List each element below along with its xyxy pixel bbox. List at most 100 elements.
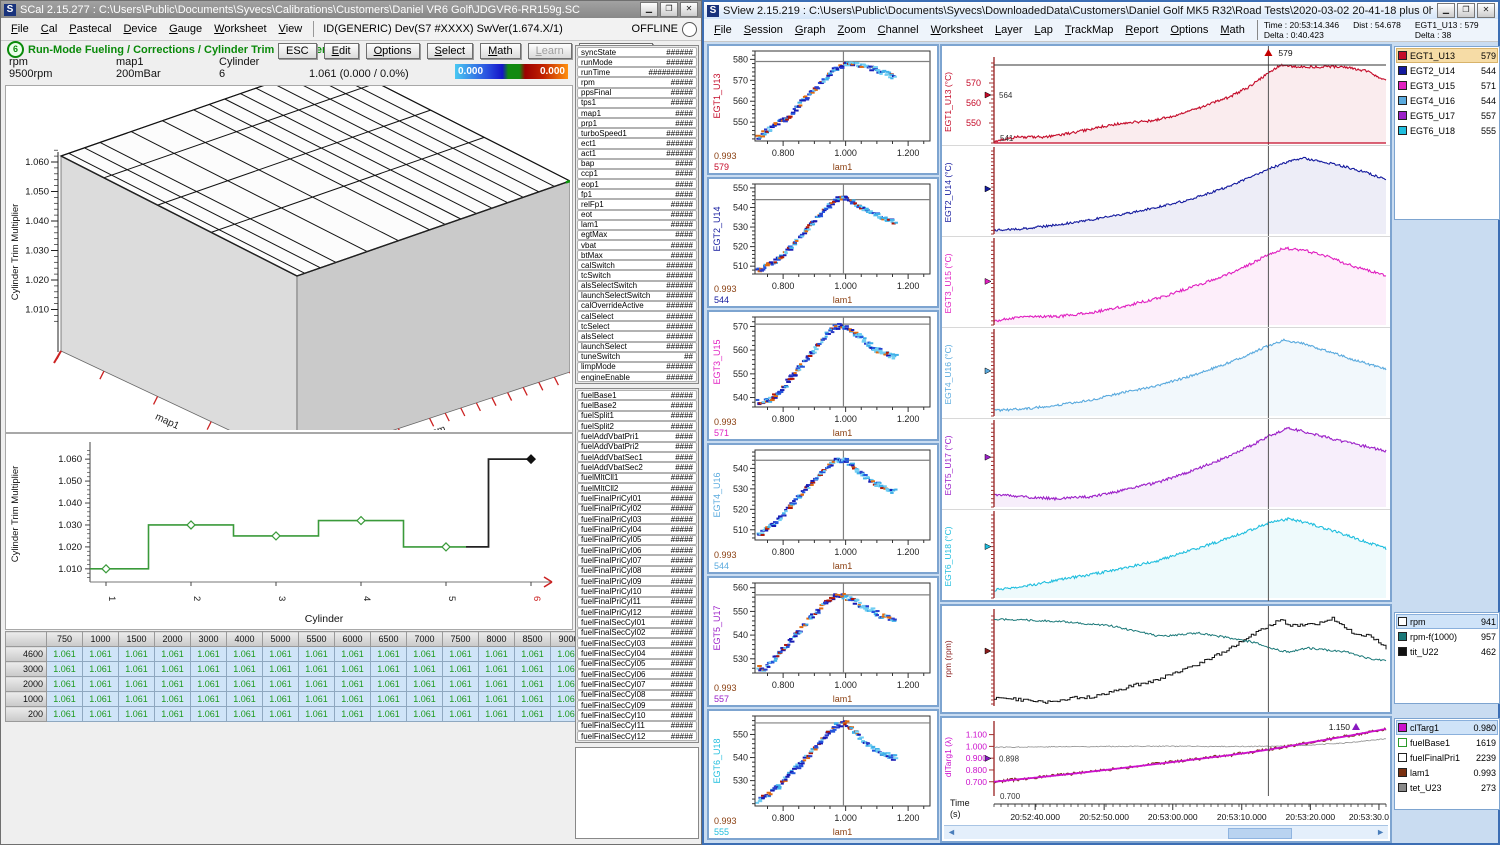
trim-cell[interactable]: 1.061 bbox=[82, 676, 119, 692]
trim-cell[interactable]: 1.061 bbox=[118, 661, 155, 677]
minimize-icon[interactable]: ▁ bbox=[1437, 3, 1455, 18]
trim-cell[interactable]: 1.061 bbox=[154, 646, 191, 662]
sensor-row[interactable]: fuelAddVbatPri1 #### bbox=[577, 431, 697, 442]
sensor-row[interactable]: fuelFinalPriCyl08 ##### bbox=[577, 565, 697, 576]
sensor-row[interactable]: runMode ###### bbox=[577, 57, 697, 68]
trim-cell[interactable]: 1.061 bbox=[514, 646, 551, 662]
sensor-row[interactable]: ect1 ###### bbox=[577, 138, 697, 149]
sensor-row[interactable]: fuelFinalSecCyl01 ##### bbox=[577, 617, 697, 628]
sensor-row[interactable]: calSelect ###### bbox=[577, 311, 697, 322]
trim-cell[interactable]: 1.061 bbox=[46, 661, 83, 677]
trim-cell[interactable]: 1.061 bbox=[370, 646, 407, 662]
sensor-row[interactable]: btMax ##### bbox=[577, 250, 697, 261]
lambda-strip-chart[interactable]: ◄ ► 0.700 0.800 0.900 1.000 1.100 dlTarg1 (λ)… bbox=[940, 716, 1392, 843]
trim-cell[interactable]: 1.061 bbox=[478, 646, 515, 662]
sensor-row[interactable]: launchSelect ###### bbox=[577, 341, 697, 352]
trim-cell[interactable]: 1.061 bbox=[298, 661, 335, 677]
sensor-row[interactable]: fuelAddVbatSec2 #### bbox=[577, 462, 697, 473]
trim-cell[interactable]: 1.061 bbox=[262, 646, 299, 662]
options-button[interactable]: Options bbox=[365, 43, 420, 59]
legend-row-EGT6_U18[interactable]: EGT6_U18 555 bbox=[1396, 123, 1498, 138]
trim-cell[interactable]: 1.061 bbox=[370, 661, 407, 677]
sensor-row[interactable]: fuelFinalPriCyl10 ##### bbox=[577, 586, 697, 597]
minimize-icon[interactable]: ▁ bbox=[640, 2, 658, 17]
sensor-row[interactable]: eot ##### bbox=[577, 209, 697, 220]
menu-scal-cal[interactable]: Cal bbox=[40, 23, 58, 35]
trim-cell[interactable]: 1.061 bbox=[406, 706, 443, 722]
trim-cell[interactable]: 1.061 bbox=[334, 691, 371, 707]
menu-sview-worksheet[interactable]: Worksheet bbox=[930, 24, 984, 36]
sensor-row[interactable]: fuelAddVbatSec1 #### bbox=[577, 451, 697, 463]
trim-cell[interactable]: 1.061 bbox=[262, 691, 299, 707]
trim-cell[interactable]: 1.061 bbox=[370, 676, 407, 692]
sensor-row[interactable]: fuelFinalSecCyl07 ##### bbox=[577, 679, 697, 690]
menu-sview-math[interactable]: Math bbox=[1220, 24, 1245, 36]
sensor-row[interactable]: ppsFinal ##### bbox=[577, 87, 697, 98]
scroll-left-icon[interactable]: ◄ bbox=[947, 827, 956, 837]
trim-cell[interactable]: 1.061 bbox=[514, 676, 551, 692]
legend-row-tit_U22[interactable]: tit_U22 462 bbox=[1396, 644, 1498, 659]
sensor-row[interactable]: tuneSwitch ## bbox=[577, 351, 697, 362]
legend-row-fuelFinalPri1[interactable]: fuelFinalPri1 2239 bbox=[1396, 750, 1498, 765]
close-icon[interactable]: ✕ bbox=[680, 2, 698, 17]
sensor-row[interactable]: fuelFinalPriCyl04 ##### bbox=[577, 524, 697, 535]
trim-cell[interactable]: 1.061 bbox=[262, 706, 299, 722]
trim-cell[interactable]: 1.061 bbox=[406, 676, 443, 692]
menu-scal-device[interactable]: Device bbox=[123, 23, 158, 35]
legend-row-EGT5_U17[interactable]: EGT5_U17 557 bbox=[1396, 108, 1498, 123]
sensor-row[interactable]: alsSelectSwitch ###### bbox=[577, 280, 697, 291]
sensor-row[interactable]: fuelFinalSecCyl06 ##### bbox=[577, 668, 697, 680]
trim-cell[interactable]: 1.061 bbox=[406, 691, 443, 707]
edit-button[interactable]: Edit bbox=[323, 43, 359, 59]
sensor-row[interactable]: fuelFinalPriCyl05 ##### bbox=[577, 534, 697, 545]
trim-cell[interactable]: 1.061 bbox=[334, 646, 371, 662]
trim-cell[interactable]: 1.061 bbox=[154, 676, 191, 692]
sensor-row[interactable]: fuelFinalPriCyl09 ##### bbox=[577, 575, 697, 587]
legend-row-lam1[interactable]: lam1 0.993 bbox=[1396, 765, 1498, 780]
trim-cell[interactable]: 1.061 bbox=[514, 706, 551, 722]
trim-cell[interactable]: 1.061 bbox=[514, 661, 551, 677]
menu-scal-file[interactable]: File bbox=[11, 23, 29, 35]
trim-cell[interactable]: 1.061 bbox=[298, 691, 335, 707]
trim-cell[interactable]: 1.061 bbox=[82, 646, 119, 662]
trim-cell[interactable]: 1.061 bbox=[406, 661, 443, 677]
trim-cell[interactable]: 1.061 bbox=[370, 706, 407, 722]
trim-cell[interactable]: 1.061 bbox=[478, 676, 515, 692]
sensor-row[interactable]: fuelBase1 ##### bbox=[577, 390, 697, 401]
scatter-plot-EGT6_U18[interactable]: 0.800 1.000 1.200 530 540 550 EGT6_U18 lam1 0.99… bbox=[707, 709, 939, 840]
scatter-plot-EGT1_U13[interactable]: 0.800 1.000 1.200 550 560 570 580 EGT1_U13 lam1 0… bbox=[707, 44, 939, 175]
trim-cell[interactable]: 1.061 bbox=[442, 646, 479, 662]
sensor-row[interactable]: fuelFinalPriCyl06 ##### bbox=[577, 544, 697, 556]
menu-sview-zoom[interactable]: Zoom bbox=[837, 24, 866, 36]
close-icon[interactable]: ✕ bbox=[1477, 3, 1495, 18]
sensor-row[interactable]: engineEnable ###### bbox=[577, 372, 697, 383]
sensor-row[interactable]: vbat ##### bbox=[577, 239, 697, 251]
sensor-row[interactable]: fuelFinalPriCyl07 ##### bbox=[577, 555, 697, 566]
trim-cell[interactable]: 1.061 bbox=[82, 706, 119, 722]
trim-cell[interactable]: 1.061 bbox=[298, 676, 335, 692]
trim-cell[interactable]: 1.061 bbox=[118, 706, 155, 722]
trim-cell[interactable]: 1.061 bbox=[226, 661, 263, 677]
sensor-row[interactable]: eop1 #### bbox=[577, 179, 697, 190]
sensor-row[interactable]: lam1 ##### bbox=[577, 219, 697, 230]
sensor-row[interactable]: prp1 #### bbox=[577, 118, 697, 129]
trim-cell[interactable]: 1.061 bbox=[118, 646, 155, 662]
sensor-row[interactable]: fuelMltCll2 ##### bbox=[577, 482, 697, 494]
menu-scal-gauge[interactable]: Gauge bbox=[169, 23, 203, 35]
sensor-row[interactable]: fuelFinalSecCyl11 ##### bbox=[577, 720, 697, 731]
trim-cell[interactable]: 1.061 bbox=[46, 676, 83, 692]
math-button[interactable]: Math bbox=[480, 43, 521, 59]
sensor-row[interactable]: tps1 ##### bbox=[577, 97, 697, 108]
trim-cell[interactable]: 1.061 bbox=[190, 646, 227, 662]
trim-3d-surface-chart[interactable]: 1.010 1.020 1.030 1.040 1.050 1.060 Cylinder T… bbox=[5, 60, 578, 475]
trim-cell[interactable]: 1.061 bbox=[82, 691, 119, 707]
sensor-row[interactable]: fuelFinalPriCyl02 ##### bbox=[577, 503, 697, 514]
menu-sview-layer[interactable]: Layer bbox=[995, 24, 1023, 36]
trim-step-chart[interactable]: 1.010 1.020 1.030 1.040 1.050 1.060 Cylinder T… bbox=[5, 433, 573, 630]
sensor-row[interactable]: fuelFinalSecCyl08 ##### bbox=[577, 689, 697, 700]
egt-strip-charts[interactable]: 550 560 570 EGT1_U13 (°C) 579 564 541 EGT2_U14 … bbox=[940, 44, 1392, 602]
menu-sview-graph[interactable]: Graph bbox=[794, 24, 826, 36]
trim-cell[interactable]: 1.061 bbox=[514, 691, 551, 707]
trim-cell[interactable]: 1.061 bbox=[190, 676, 227, 692]
sensor-row[interactable]: fuelFinalSecCyl02 ##### bbox=[577, 627, 697, 638]
